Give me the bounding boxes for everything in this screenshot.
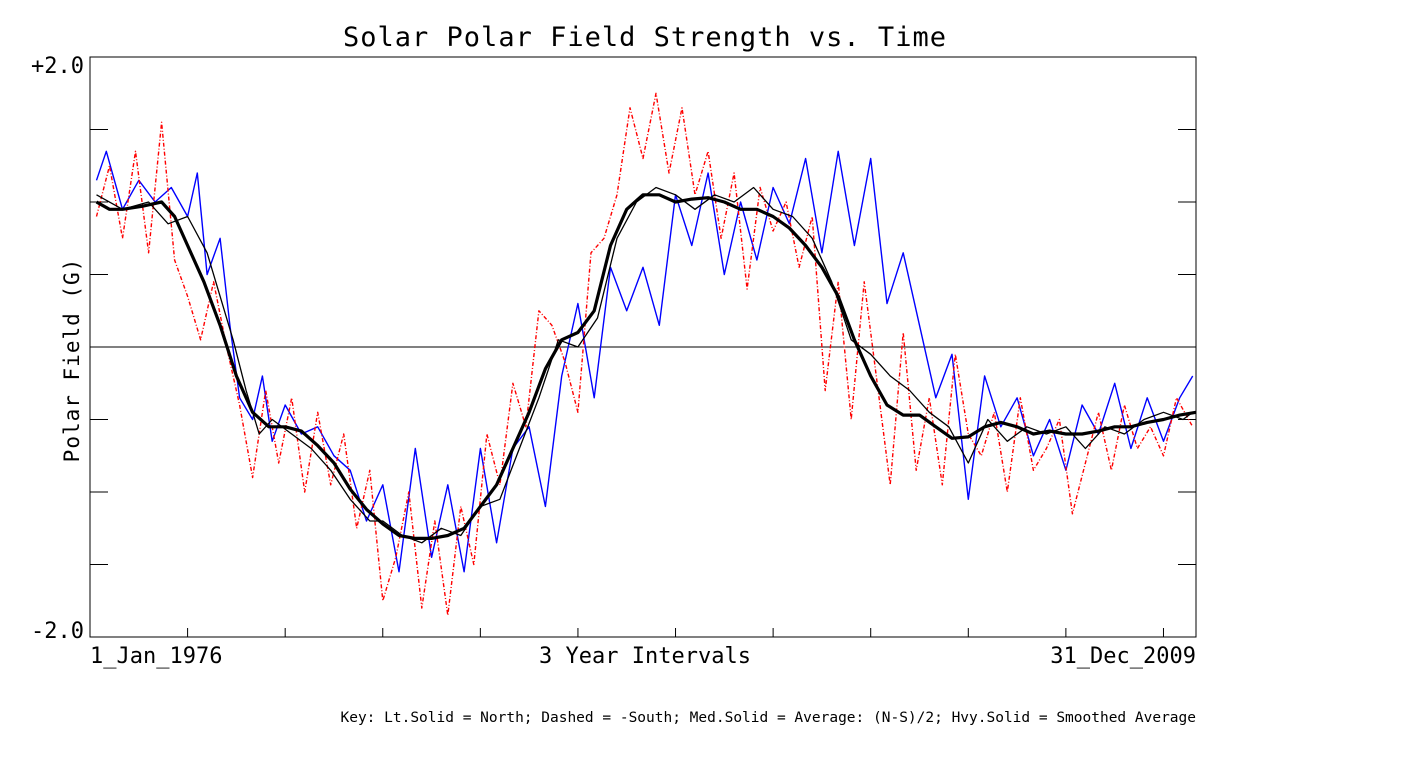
- series-line-light-solid: [95, 150, 1194, 573]
- y-axis-bottom-label: -2.0: [31, 619, 84, 644]
- series-line-medium-solid: [96, 186, 1194, 544]
- y-axis-top-label: +2.0: [31, 54, 84, 79]
- series-layer: [95, 92, 1197, 616]
- x-axis-end-label: 31_Dec_2009: [1050, 644, 1196, 669]
- y-axis-title: Polar Field (G): [60, 258, 84, 463]
- x-axis-start-label: 1_Jan_1976: [90, 644, 222, 669]
- chart-title: Solar Polar Field Strength vs. Time: [343, 22, 947, 53]
- x-axis-title: 3 Year Intervals: [539, 644, 751, 669]
- axis-ticks: [90, 129, 1196, 637]
- series-line-dashed: [95, 92, 1194, 616]
- series-line-heavy-solid: [95, 193, 1197, 541]
- chart-key: Key: Lt.Solid = North; Dashed = -South; …: [340, 710, 1196, 726]
